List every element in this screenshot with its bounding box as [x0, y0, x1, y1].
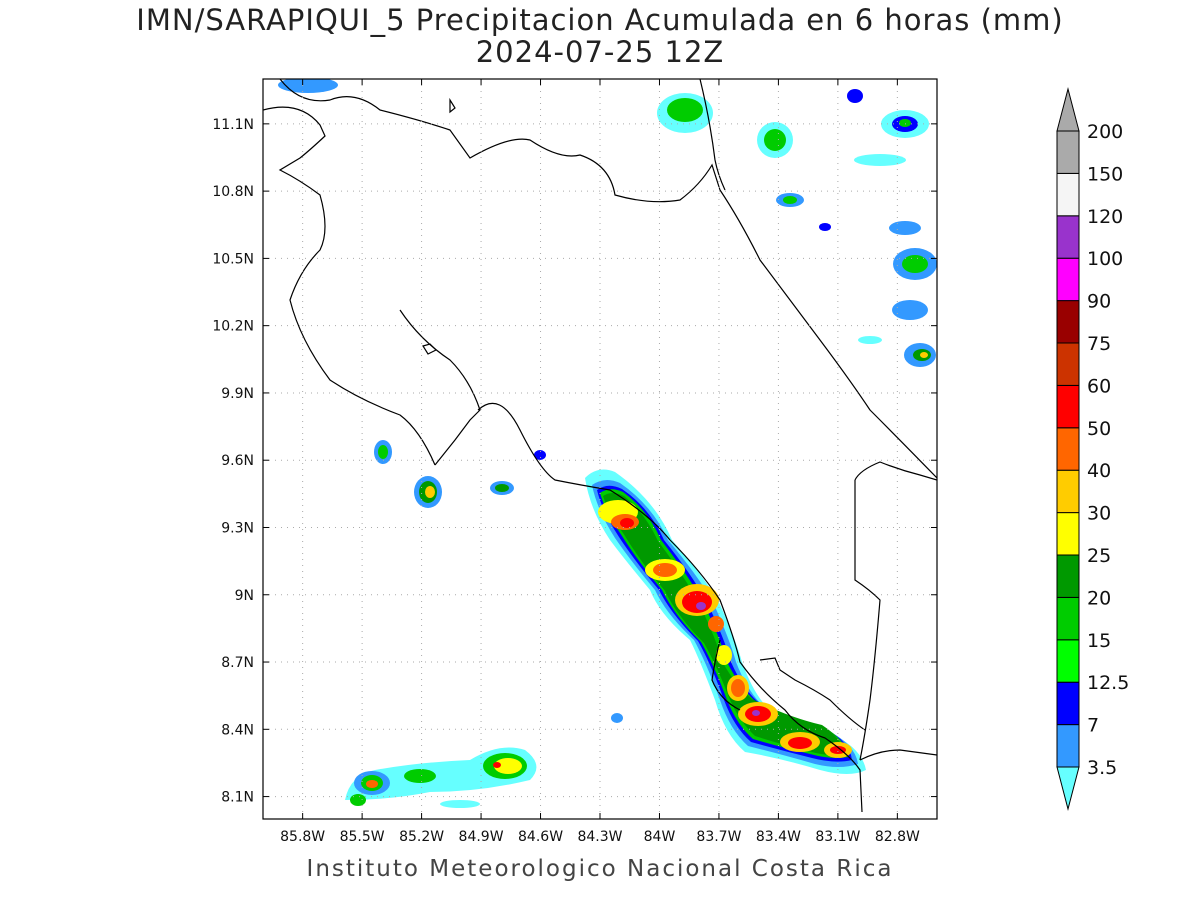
map-axes: 85.8W 85.5W 85.2W 84.9W 84.6W 84.3W 84W 83.7W 83…: [212, 79, 937, 845]
colorbar-swatch: [1056, 639, 1080, 683]
lat-tick-label: 11.1N: [212, 117, 254, 133]
lat-tick-label: 9.3N: [221, 520, 254, 536]
lat-tick-label: 10.5N: [212, 251, 254, 267]
colorbar-label: 100: [1087, 248, 1123, 270]
lon-tick-label: 85.5W: [340, 829, 385, 845]
colorbar-label: 200: [1087, 121, 1123, 143]
precipitation-field: [278, 79, 937, 808]
lat-tick-label: 9.6N: [221, 453, 254, 469]
colorbar-swatch: [1056, 257, 1080, 302]
colorbar-min-arrow: [1056, 766, 1080, 811]
lon-tick-label: 84.9W: [459, 829, 504, 845]
colorbar-label: 40: [1087, 460, 1111, 482]
lat-tick-label: 8.1N: [221, 790, 254, 806]
lat-tick-label: 10.8N: [212, 184, 254, 200]
colorbar-swatch: [1056, 342, 1080, 386]
colorbar-label: 3.5: [1087, 757, 1117, 779]
colorbar-label: 12.5: [1087, 672, 1129, 694]
colorbar-label: 25: [1087, 545, 1111, 567]
colorbar-label: 90: [1087, 291, 1111, 313]
colorbar-swatch: [1056, 427, 1080, 471]
lat-tick-label: 9.9N: [221, 386, 254, 402]
colorbar-label: 7: [1087, 715, 1099, 737]
lat-tick-label: 8.7N: [221, 655, 254, 671]
colorbar-swatch: [1056, 681, 1080, 726]
colorbar-swatch: [1056, 512, 1080, 556]
colorbar-label: 75: [1087, 333, 1111, 355]
lon-tick-label: 84.6W: [518, 829, 563, 845]
colorbar-label: 60: [1087, 375, 1111, 397]
colorbar-swatch: [1056, 554, 1080, 598]
colorbar-swatch: [1056, 300, 1080, 344]
lon-tick-label: 83.7W: [696, 829, 741, 845]
map-area: [263, 79, 937, 819]
lat-tick-label: 9N: [235, 588, 254, 604]
lon-tick-label: 82.8W: [875, 829, 920, 845]
lon-tick-label: 83.4W: [756, 829, 801, 845]
colorbar-swatch: [1056, 215, 1080, 259]
colorbar-label: 50: [1087, 418, 1111, 440]
colorbar-swatch: [1056, 172, 1080, 217]
coastline: [263, 79, 937, 813]
lon-tick-label: 84.3W: [577, 829, 622, 845]
colorbar-label: 20: [1087, 587, 1111, 609]
lon-tick-label: 85.8W: [280, 829, 325, 845]
colorbar: 3.5 7 12.5 15 20 25 30 40 50 60 75 90 100 120 150 200: [1056, 87, 1129, 811]
colorbar-max-arrow: [1056, 87, 1080, 132]
colorbar-swatch: [1056, 724, 1080, 768]
lon-tick-label: 85.2W: [399, 829, 444, 845]
map-subtitle: 2024-07-25 12Z: [475, 35, 725, 69]
colorbar-swatch: [1056, 469, 1080, 514]
map-title: IMN/SARAPIQUI_5 Precipitacion Acumulada …: [136, 3, 1064, 37]
lon-tick-label: 84W: [644, 829, 676, 845]
map-frame: [262, 78, 938, 820]
lat-tick-label: 8.4N: [221, 722, 254, 738]
map-grid: [263, 79, 937, 819]
colorbar-label: 150: [1087, 163, 1123, 185]
colorbar-swatch: [1056, 130, 1080, 174]
colorbar-swatch: [1056, 596, 1080, 641]
lat-tick-label: 10.2N: [212, 319, 254, 335]
colorbar-label: 30: [1087, 503, 1111, 525]
colorbar-label: 15: [1087, 630, 1111, 652]
colorbar-swatch: [1056, 384, 1080, 429]
lon-tick-label: 83.1W: [815, 829, 860, 845]
colorbar-label: 120: [1087, 206, 1123, 228]
credit-text: Instituto Meteorologico Nacional Costa R…: [306, 856, 894, 882]
